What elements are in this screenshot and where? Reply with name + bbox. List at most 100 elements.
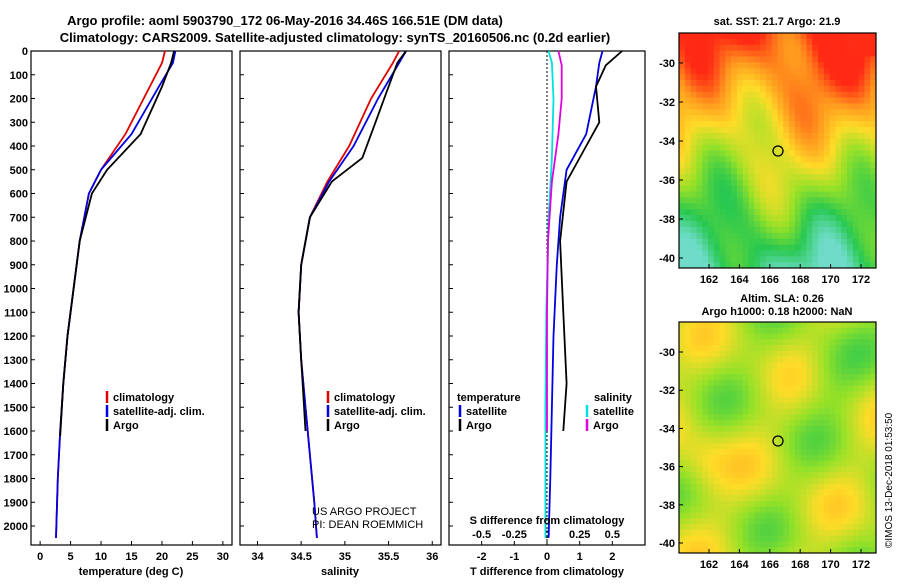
sst-cell bbox=[719, 179, 726, 187]
sst-cell bbox=[800, 226, 807, 234]
sst-cell bbox=[818, 179, 825, 187]
x-tick-label: 35 bbox=[339, 551, 351, 563]
sla-cell bbox=[690, 535, 697, 542]
sst-cell bbox=[812, 85, 819, 93]
sst-cell bbox=[690, 121, 697, 128]
sst-cell bbox=[829, 185, 836, 193]
sla-cell bbox=[725, 420, 732, 427]
sst-cell bbox=[789, 209, 796, 216]
sla-cell bbox=[736, 420, 744, 427]
sst-cell bbox=[742, 132, 749, 140]
sst-cell bbox=[684, 132, 691, 140]
sla-cell bbox=[812, 443, 819, 450]
sst-cell bbox=[765, 121, 773, 128]
sla-cell bbox=[754, 460, 761, 467]
sst-cell bbox=[818, 244, 825, 251]
sst-cell bbox=[835, 244, 842, 251]
sla-cell bbox=[719, 437, 726, 444]
sla-cell bbox=[806, 379, 813, 386]
x-tick-label: 5 bbox=[68, 551, 74, 563]
sla-cell bbox=[823, 529, 831, 537]
title-line-1: Argo profile: aoml 5903790_172 06-May-20… bbox=[67, 13, 503, 28]
sst-cell bbox=[818, 115, 825, 122]
sst-cell bbox=[725, 256, 732, 263]
sla-cell bbox=[736, 443, 744, 450]
sla-cell bbox=[823, 368, 831, 375]
sla-cell bbox=[794, 472, 802, 479]
sst-cell bbox=[847, 156, 854, 163]
sla-cell bbox=[771, 454, 778, 461]
sla-cell bbox=[870, 374, 877, 381]
sla-cell bbox=[800, 449, 807, 456]
difference-panel: -2 -1 0 1 2-0.5 -0.25 0 0.25 0.5 S difference fr… bbox=[448, 50, 646, 578]
sst-cell bbox=[760, 68, 767, 75]
sst-cell bbox=[748, 56, 755, 63]
sst-cell bbox=[708, 215, 715, 222]
sla-cell bbox=[679, 339, 686, 346]
sst-cell bbox=[765, 33, 773, 40]
sla-cell bbox=[794, 443, 802, 450]
sst-cell bbox=[870, 244, 877, 251]
sst-cell bbox=[794, 185, 802, 193]
sst-cell bbox=[754, 50, 761, 57]
sst-cell bbox=[800, 138, 807, 146]
sst-cell bbox=[696, 197, 703, 204]
sla-cell bbox=[731, 333, 738, 340]
sst-cell bbox=[812, 191, 819, 198]
sla-cell bbox=[771, 374, 778, 381]
sla-cell bbox=[731, 431, 738, 438]
sla-cell bbox=[760, 501, 767, 508]
sla-cell bbox=[690, 322, 697, 329]
sst-cell bbox=[789, 226, 796, 234]
sla-cell bbox=[818, 535, 825, 542]
sst-cell bbox=[719, 38, 726, 46]
sla-cell bbox=[835, 397, 842, 404]
sst-cell bbox=[736, 85, 744, 93]
sla-cell bbox=[713, 460, 720, 467]
sla-cell bbox=[777, 431, 784, 438]
sst-cell bbox=[806, 33, 813, 40]
sst-cell bbox=[823, 168, 831, 175]
sla-cell bbox=[783, 437, 790, 444]
sla-cell bbox=[864, 385, 871, 392]
sla-cell bbox=[771, 345, 778, 352]
sst-cell bbox=[789, 197, 796, 204]
sst-cell bbox=[870, 127, 877, 134]
sst-cell bbox=[731, 162, 738, 169]
sst-cell bbox=[754, 244, 761, 251]
sla-cell bbox=[760, 322, 767, 329]
sla-cell bbox=[731, 466, 738, 473]
sla-cell bbox=[800, 327, 807, 334]
sla-cell bbox=[789, 350, 796, 358]
sla-cell bbox=[702, 425, 709, 433]
sla-cell bbox=[847, 483, 854, 490]
sst-cell bbox=[835, 68, 842, 75]
sst-cell bbox=[841, 44, 848, 52]
sst-cell bbox=[800, 115, 807, 122]
sst-cell bbox=[754, 74, 761, 81]
sst-cell bbox=[812, 38, 819, 46]
sst-cell bbox=[754, 209, 761, 216]
sst-cell bbox=[818, 138, 825, 146]
sla-cell bbox=[679, 483, 686, 490]
sst-cell bbox=[864, 150, 871, 157]
sla-cell bbox=[725, 333, 732, 340]
sst-cell bbox=[765, 38, 773, 46]
sst-cell bbox=[731, 144, 738, 151]
sst-cell bbox=[823, 191, 831, 198]
sla-cell bbox=[708, 408, 715, 415]
sla-cell bbox=[719, 449, 726, 456]
sla-cell bbox=[852, 379, 859, 386]
s-tick-label: 0.25 bbox=[569, 529, 590, 541]
sla-cell bbox=[835, 368, 842, 375]
sst-cell bbox=[702, 50, 709, 57]
sst-cell bbox=[731, 244, 738, 251]
sla-cell bbox=[794, 547, 802, 554]
sst-cell bbox=[765, 103, 773, 110]
sla-cell bbox=[783, 350, 790, 358]
sst-cell bbox=[719, 262, 726, 269]
sst-cell bbox=[719, 138, 726, 146]
sst-cell bbox=[864, 256, 871, 263]
sst-cell bbox=[748, 262, 755, 269]
sst-cell bbox=[736, 250, 744, 257]
